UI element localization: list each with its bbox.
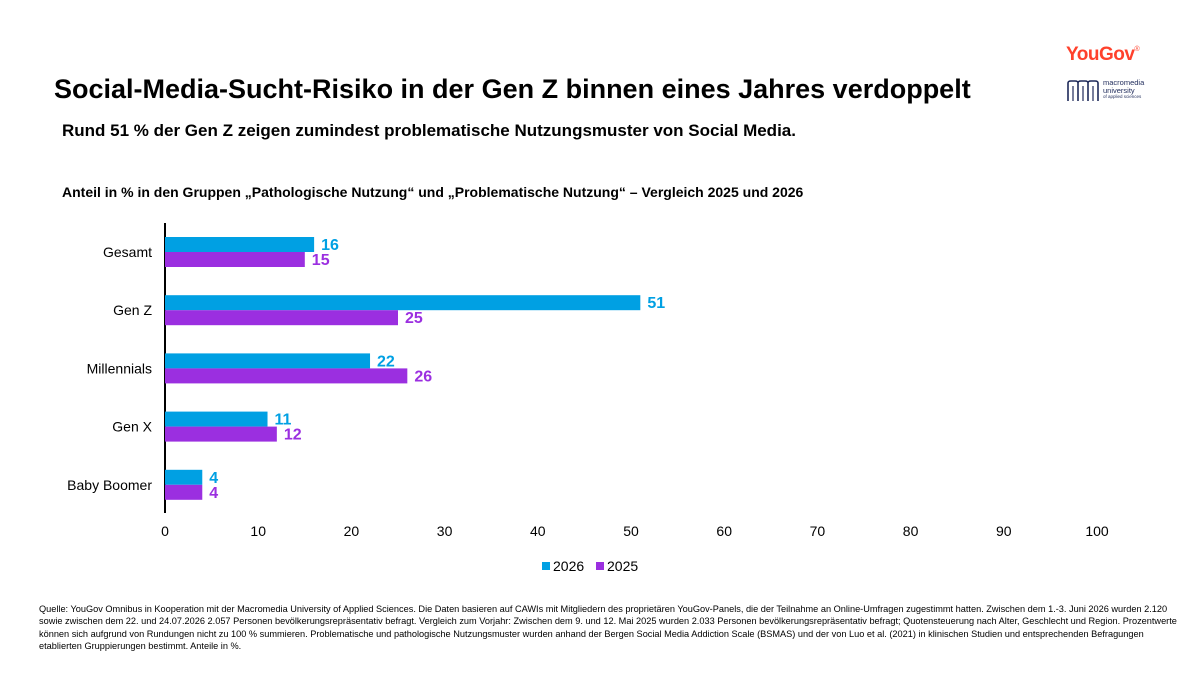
- bar-2025: [165, 252, 305, 267]
- page-subtitle: Rund 51 % der Gen Z zeigen zumindest pro…: [62, 121, 796, 140]
- x-tick-label: 20: [344, 523, 360, 539]
- registered-mark: ®: [1134, 46, 1140, 53]
- data-label-2026: 16: [321, 237, 339, 254]
- data-label-2026: 4: [209, 470, 218, 487]
- bar-2026: [165, 469, 203, 485]
- yougov-logo: YouGov®: [1066, 44, 1140, 66]
- data-label-2026: 51: [647, 295, 665, 312]
- data-label-2025: 26: [414, 368, 432, 385]
- bar-2025: [165, 426, 277, 442]
- x-tick-label: 30: [437, 523, 453, 539]
- yougov-logo-text: YouGov: [1066, 44, 1135, 65]
- page-title: Social-Media-Sucht-Risiko in der Gen Z b…: [54, 74, 971, 104]
- bar-2025: [165, 310, 398, 326]
- bar-2025: [165, 368, 408, 384]
- macromedia-mark-icon: [1067, 80, 1099, 101]
- data-label-2025: 15: [312, 252, 330, 269]
- category-label: Gesamt: [103, 244, 152, 260]
- bar-2025: [165, 484, 203, 500]
- bar-2026: [165, 237, 315, 252]
- category-label: Baby Boomer: [67, 477, 152, 493]
- data-label-2026: 22: [377, 353, 395, 370]
- macromedia-logo: macromedia university of applied science…: [1066, 78, 1156, 104]
- category-label: Gen Z: [113, 302, 152, 318]
- data-label-2025: 4: [209, 485, 218, 502]
- x-tick-label: 80: [903, 523, 919, 539]
- x-tick-label: 10: [250, 523, 266, 539]
- bar-2026: [165, 411, 268, 427]
- data-label-2025: 12: [284, 427, 302, 444]
- bar-2026: [165, 295, 641, 311]
- macromedia-line-3: of applied sciences: [1103, 94, 1142, 99]
- category-label: Millennials: [87, 360, 152, 376]
- category-label: Gen X: [112, 419, 152, 435]
- source-footnote: Quelle: YouGov Omnibus in Kooperation mi…: [39, 604, 1177, 652]
- bar-2026: [165, 353, 371, 369]
- macromedia-line-1: macromedia: [1103, 78, 1145, 87]
- data-label-2026: 11: [275, 412, 292, 429]
- legend-swatch-2026: [542, 562, 550, 570]
- x-tick-label: 90: [996, 523, 1012, 539]
- x-tick-label: 60: [716, 523, 732, 539]
- chart-heading: Anteil in % in den Gruppen „Pathologisch…: [62, 184, 804, 200]
- x-tick-label: 50: [623, 523, 639, 539]
- x-tick-label: 40: [530, 523, 546, 539]
- legend-label-2026: 2026: [553, 558, 584, 574]
- legend-label-2025: 2025: [607, 558, 638, 574]
- x-tick-label: 70: [810, 523, 826, 539]
- x-tick-label: 100: [1085, 523, 1109, 539]
- legend-swatch-2025: [596, 562, 604, 570]
- macromedia-wordmark: macromedia university of applied science…: [1103, 79, 1144, 100]
- x-tick-label: 0: [161, 523, 169, 539]
- data-label-2025: 25: [405, 310, 423, 327]
- macromedia-line-2: university: [1103, 85, 1135, 95]
